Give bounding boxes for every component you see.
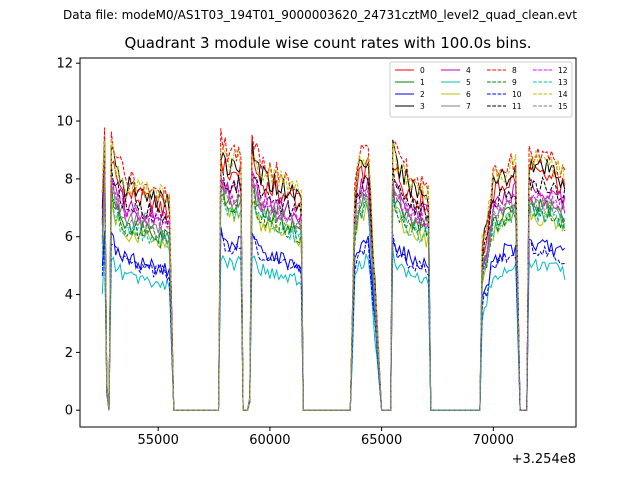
legend-label-14: 14 <box>558 90 568 99</box>
legend-label-7: 7 <box>466 102 471 111</box>
legend-label-1: 1 <box>420 78 425 87</box>
series-line-8 <box>101 127 566 411</box>
plot-lines <box>101 127 566 411</box>
legend-label-0: 0 <box>420 66 425 75</box>
x-tick-label: 65000 <box>361 433 402 448</box>
legend-label-2: 2 <box>420 90 425 99</box>
y-tick-label: 8 <box>65 172 73 187</box>
legend-label-5: 5 <box>466 78 471 87</box>
y-tick-label: 2 <box>65 346 73 361</box>
x-axis-offset-label: +3.254e8 <box>511 452 576 467</box>
series-line-3 <box>101 138 566 411</box>
chart-title: Quadrant 3 module wise count rates with … <box>124 34 532 52</box>
legend-label-4: 4 <box>466 66 471 75</box>
legend-label-11: 11 <box>512 102 522 111</box>
axes-frame <box>79 57 577 428</box>
legend-label-8: 8 <box>512 66 517 75</box>
x-tick-label: 60000 <box>249 433 290 448</box>
legend-label-6: 6 <box>466 90 471 99</box>
y-tick-label: 12 <box>56 57 73 72</box>
y-tick-label: 6 <box>65 230 73 245</box>
legend-label-3: 3 <box>420 102 425 111</box>
legend-label-9: 9 <box>512 78 517 87</box>
x-tick-label: 55000 <box>138 433 179 448</box>
legend-label-12: 12 <box>558 66 568 75</box>
legend-label-13: 13 <box>558 78 568 87</box>
series-line-4 <box>101 152 566 411</box>
y-tick-label: 4 <box>65 288 73 303</box>
figure-suptitle: Data file: modeM0/AS1T03_194T01_90000036… <box>63 8 577 22</box>
y-tick-label: 10 <box>56 115 73 130</box>
series-line-11 <box>101 151 566 411</box>
series-line-15 <box>101 174 566 411</box>
legend-label-10: 10 <box>512 90 522 99</box>
legend-label-15: 15 <box>558 102 568 111</box>
y-tick-label: 0 <box>65 404 73 419</box>
x-tick-label: 70000 <box>473 433 514 448</box>
legend-box <box>389 61 573 118</box>
plot-area-border <box>79 57 577 428</box>
